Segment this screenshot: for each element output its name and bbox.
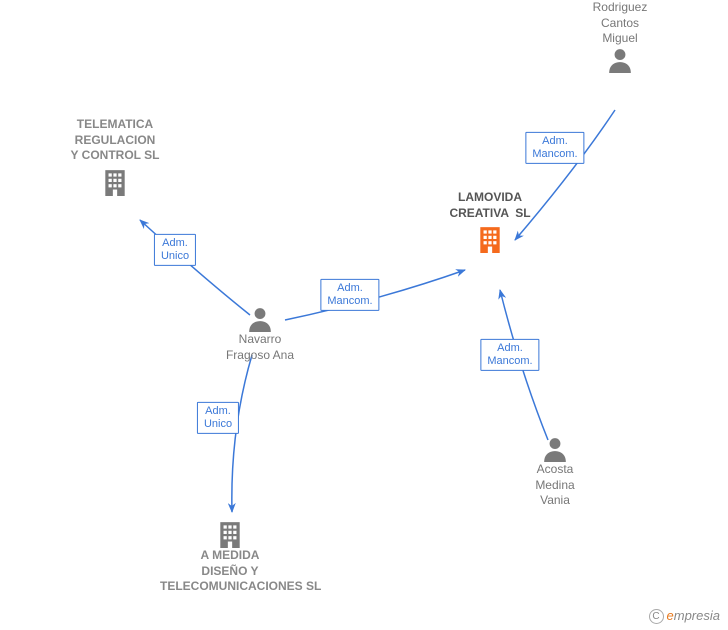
node-telematica: TELEMATICA REGULACION Y CONTROL SL [45, 117, 185, 196]
node-label-lamovida: LAMOVIDA CREATIVA SL [420, 190, 560, 221]
watermark: Cempresia [649, 608, 720, 624]
building-icon [217, 520, 243, 548]
node-label-telematica: TELEMATICA REGULACION Y CONTROL SL [45, 117, 185, 164]
node-lamovida: LAMOVIDA CREATIVA SL [420, 190, 560, 253]
edge-label-rodriguez-lamovida: Adm. Mancom. [525, 132, 584, 164]
watermark-brand-first: e [667, 608, 674, 623]
node-label-navarro: Navarro Fragoso Ana [190, 332, 330, 363]
edge-label-acosta-lamovida: Adm. Mancom. [480, 339, 539, 371]
person-icon [247, 306, 273, 332]
building-icon [477, 225, 503, 253]
copyright-icon: C [649, 609, 664, 624]
edges-layer [0, 0, 728, 630]
node-navarro: Navarro Fragoso Ana [190, 306, 330, 363]
person-icon [542, 436, 568, 462]
node-label-amedida: A MEDIDA DISEÑO Y TELECOMUNICACIONES SL [160, 548, 300, 595]
watermark-brand-rest: mpresia [674, 608, 720, 623]
edge-label-navarro-amedida: Adm. Unico [197, 402, 239, 434]
node-rodriguez: Rodriguez Cantos Miguel [550, 0, 690, 73]
building-icon [102, 168, 128, 196]
edge-label-navarro-lamovida: Adm. Mancom. [320, 279, 379, 311]
edge-label-navarro-telematica: Adm. Unico [154, 234, 196, 266]
node-label-rodriguez: Rodriguez Cantos Miguel [550, 0, 690, 47]
node-label-acosta: Acosta Medina Vania [485, 462, 625, 509]
node-amedida: A MEDIDA DISEÑO Y TELECOMUNICACIONES SL [160, 516, 300, 595]
person-icon [607, 47, 633, 73]
node-acosta: Acosta Medina Vania [485, 436, 625, 509]
